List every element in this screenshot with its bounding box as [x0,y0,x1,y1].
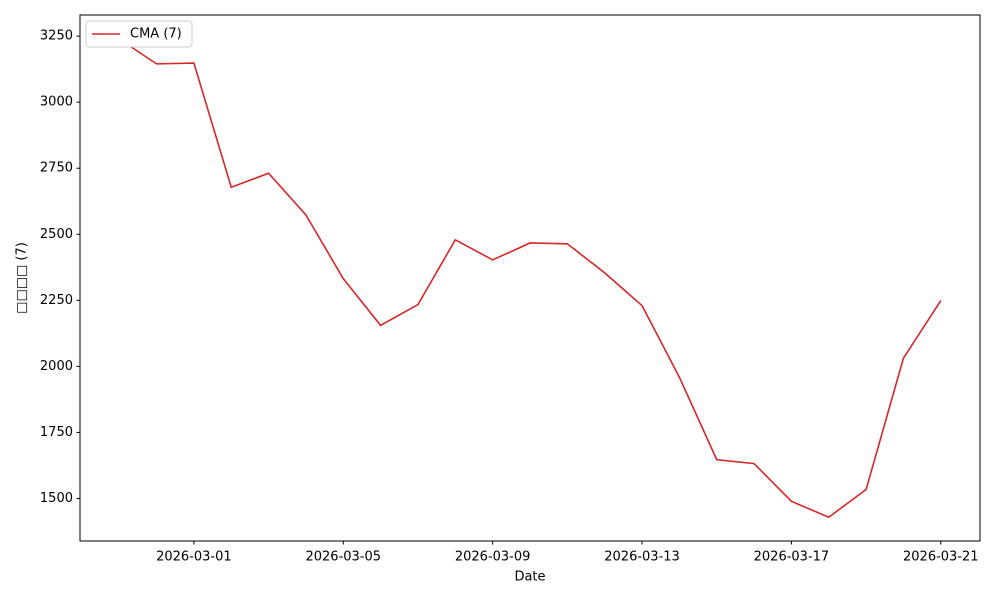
x-tick-label: 2026-03-13 [604,550,680,565]
y-tick-label: 2000 [40,359,73,374]
x-tick-label: 2026-03-21 [903,550,979,565]
x-tick-label: 2026-03-17 [754,550,830,565]
y-axis-label: □□□□ (7) [15,242,30,314]
x-tick-label: 2026-03-01 [156,550,232,565]
y-tick-label: 3250 [40,29,73,44]
legend-box [85,20,193,48]
line-series [118,38,942,519]
x-tick-label: 2026-03-09 [455,550,531,565]
y-tick-label: 2500 [40,227,73,242]
y-tick-label: 1500 [40,491,73,506]
legend-label: CMA (7) [130,27,182,42]
y-tick-label: 2250 [40,293,73,308]
y-tick-label: 2750 [40,161,73,176]
y-tick-label: 1750 [40,425,73,440]
x-axis-label: Date [514,570,545,585]
x-tick-label: 2026-03-05 [305,550,381,565]
plot-frame [79,14,981,542]
y-tick-label: 3000 [40,95,73,110]
